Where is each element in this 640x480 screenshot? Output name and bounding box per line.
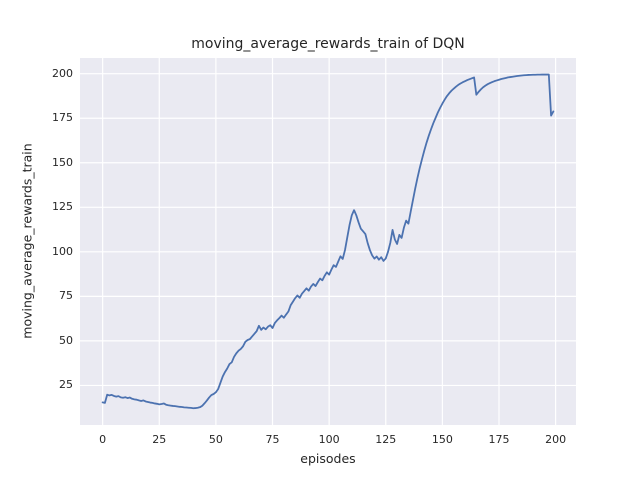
x-tick-label: 200: [545, 433, 567, 446]
y-tick-label: 150: [52, 155, 73, 169]
chart-title: moving_average_rewards_train of DQN: [191, 36, 465, 52]
x-tick-label: 50: [208, 433, 223, 446]
plot-area: [80, 58, 576, 425]
x-tick-label: 75: [265, 433, 280, 446]
x-axis-label: episodes: [300, 451, 356, 466]
data-line: [101, 73, 555, 410]
x-tick-label: 150: [431, 433, 453, 446]
y-tick-label: 175: [52, 111, 73, 125]
y-tick-label: 125: [52, 200, 73, 214]
x-tick-label: 175: [488, 433, 510, 446]
y-tick-label: 25: [59, 378, 73, 392]
x-tick-label: 25: [152, 433, 167, 446]
y-tick-label: 200: [52, 66, 73, 80]
y-tick-label: 75: [59, 289, 73, 303]
y-axis-label: moving_average_rewards_train: [19, 143, 35, 339]
x-tick-label: 100: [318, 433, 340, 446]
x-tick-label: 125: [375, 433, 397, 446]
y-tick-label: 100: [52, 244, 73, 258]
y-tick-label: 50: [59, 333, 73, 347]
x-tick-label: 0: [99, 433, 107, 446]
